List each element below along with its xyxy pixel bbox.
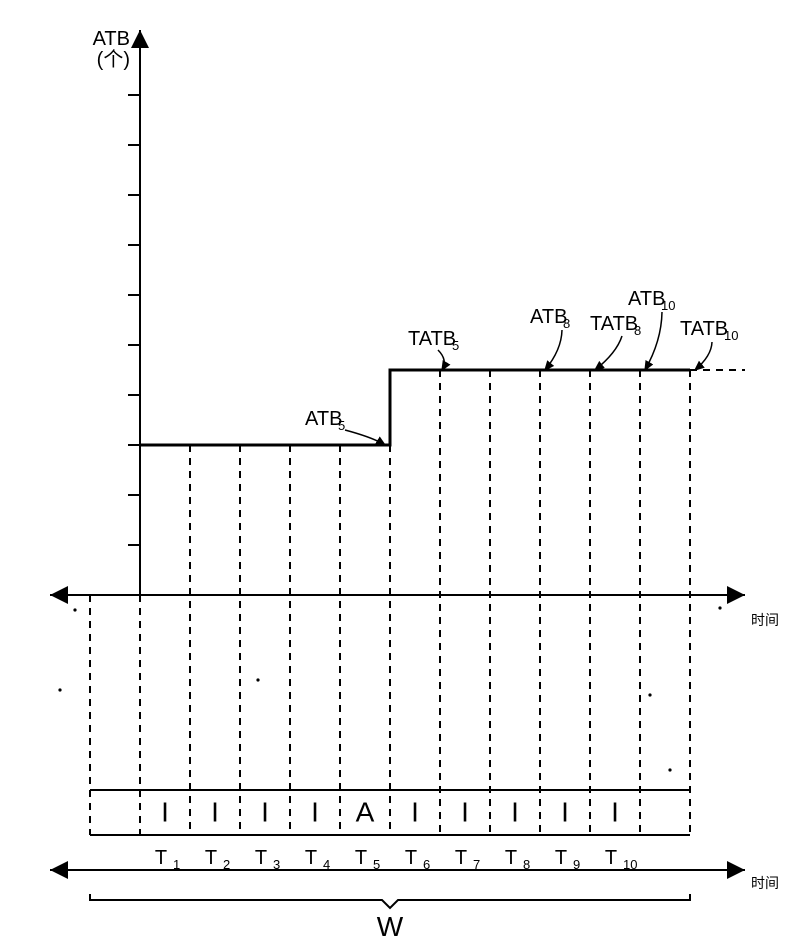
tick-label: T 10 bbox=[605, 847, 638, 872]
svg-text:TATB: TATB bbox=[408, 328, 456, 350]
svg-text:T: T bbox=[405, 847, 417, 869]
svg-text:5: 5 bbox=[338, 418, 345, 433]
svg-text:T: T bbox=[505, 847, 517, 869]
svg-text:5: 5 bbox=[452, 338, 459, 353]
svg-text:8: 8 bbox=[634, 323, 641, 338]
tick-label: T4 bbox=[305, 847, 330, 872]
row-cell: I bbox=[411, 797, 419, 828]
svg-text:T: T bbox=[305, 847, 317, 869]
svg-text:4: 4 bbox=[323, 857, 330, 872]
tick-label: T6 bbox=[405, 847, 430, 872]
svg-text:T: T bbox=[555, 847, 567, 869]
row-cell: I bbox=[211, 797, 219, 828]
callout: TATB8 bbox=[590, 313, 641, 370]
svg-text:ATB: ATB bbox=[305, 408, 342, 430]
svg-text:TATB: TATB bbox=[590, 313, 638, 335]
y-axis-label: ATB bbox=[93, 28, 130, 50]
svg-text:TATB: TATB bbox=[680, 318, 728, 340]
svg-text:6: 6 bbox=[423, 857, 430, 872]
x-axis-upper-label: 时间 bbox=[751, 612, 779, 628]
row-cell: I bbox=[261, 797, 269, 828]
tick-label: T2 bbox=[205, 847, 230, 872]
callout: ATB5 bbox=[305, 408, 385, 445]
svg-text:8: 8 bbox=[523, 857, 530, 872]
svg-text:3: 3 bbox=[273, 857, 280, 872]
tick-label: T3 bbox=[255, 847, 280, 872]
row-cell: A bbox=[356, 797, 375, 828]
svg-text:(个): (个) bbox=[97, 48, 130, 71]
svg-text:T: T bbox=[155, 847, 167, 869]
svg-text:7: 7 bbox=[473, 857, 480, 872]
speck bbox=[648, 693, 651, 696]
chart-container: ATB(个)时间IIIIAIIIII时间T1T2T3T4T5T6T7T8T9T1… bbox=[0, 0, 800, 948]
chart-svg: ATB(个)时间IIIIAIIIII时间T1T2T3T4T5T6T7T8T9T1… bbox=[0, 0, 800, 948]
tick-label: T5 bbox=[355, 847, 380, 872]
tick-label: T8 bbox=[505, 847, 530, 872]
row-cell: I bbox=[611, 797, 619, 828]
tick-label: T7 bbox=[455, 847, 480, 872]
row-cell: I bbox=[161, 797, 169, 828]
svg-text:ATB: ATB bbox=[530, 306, 567, 328]
row-cell: I bbox=[311, 797, 319, 828]
svg-text:T: T bbox=[205, 847, 217, 869]
row-cell: I bbox=[561, 797, 569, 828]
svg-text:ATB: ATB bbox=[628, 288, 665, 310]
speck bbox=[256, 678, 259, 681]
svg-text:10: 10 bbox=[724, 328, 738, 343]
speck bbox=[668, 768, 671, 771]
svg-text:2: 2 bbox=[223, 857, 230, 872]
svg-text:1: 1 bbox=[173, 857, 180, 872]
tick-label: T1 bbox=[155, 847, 180, 872]
svg-text:8: 8 bbox=[563, 316, 570, 331]
row-cell: I bbox=[511, 797, 519, 828]
svg-text:T: T bbox=[455, 847, 467, 869]
speck bbox=[58, 688, 61, 691]
brace-label: W bbox=[377, 911, 404, 942]
callout: TATB5 bbox=[408, 328, 459, 370]
row-cell: I bbox=[461, 797, 469, 828]
svg-text:10: 10 bbox=[623, 857, 637, 872]
tick-label: T9 bbox=[555, 847, 580, 872]
svg-text:5: 5 bbox=[373, 857, 380, 872]
x-axis-lower-label: 时间 bbox=[751, 875, 779, 891]
svg-text:9: 9 bbox=[573, 857, 580, 872]
brace bbox=[90, 894, 690, 908]
callout: ATB8 bbox=[530, 306, 570, 370]
svg-text:10: 10 bbox=[661, 298, 675, 313]
speck bbox=[718, 606, 721, 609]
speck bbox=[73, 608, 76, 611]
callout: TATB10 bbox=[680, 318, 738, 370]
svg-text:T: T bbox=[355, 847, 367, 869]
svg-text:T: T bbox=[255, 847, 267, 869]
svg-text:T: T bbox=[605, 847, 617, 869]
step-line bbox=[140, 370, 690, 445]
